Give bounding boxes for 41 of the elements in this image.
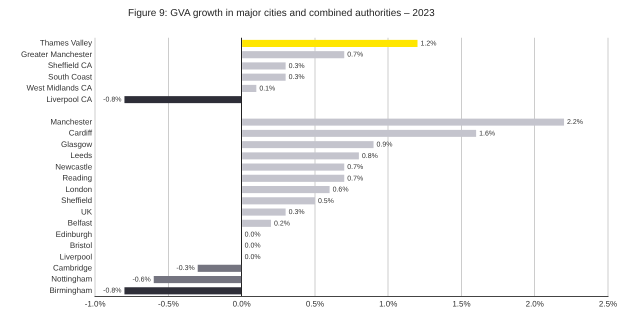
- x-tick-label: -1.0%: [84, 299, 106, 308]
- y-tick-label: South Coast: [48, 72, 93, 82]
- bar: [198, 264, 242, 272]
- bar: [242, 220, 271, 227]
- y-tick-label: Glasgow: [61, 140, 92, 149]
- x-tick-label: 1.5%: [452, 299, 471, 308]
- y-tick-label: Reading: [62, 174, 92, 183]
- bar: [242, 208, 286, 216]
- y-tick-label: Birmingham: [49, 286, 92, 295]
- y-tick-label: London: [65, 184, 92, 194]
- y-tick-label: Newcastle: [55, 162, 93, 172]
- y-tick-label: Nottingham: [51, 274, 92, 284]
- x-tick-label: -0.5%: [158, 299, 179, 308]
- y-tick-label: Bristol: [70, 241, 92, 250]
- x-tick-label: 0.0%: [232, 299, 251, 308]
- y-tick-label: UK: [81, 207, 93, 216]
- y-tick-label: Leeds: [70, 151, 92, 160]
- y-tick-label: Thames Valley: [40, 38, 92, 48]
- y-tick-label: Sheffield CA: [48, 61, 93, 70]
- x-tick-label: 2.5%: [598, 299, 618, 308]
- y-tick-label: Manchester: [50, 117, 92, 126]
- y-tick-label: Sheffield: [61, 196, 92, 206]
- y-tick-label: Liverpool: [60, 252, 92, 262]
- bar: [242, 40, 418, 47]
- bar: [154, 276, 242, 284]
- chart-title: Figure 9: GVA growth in major cities and combined authorities – 2023: [127, 8, 436, 21]
- y-tick-label: Edinburgh: [56, 230, 92, 239]
- x-tick-label: 0.5%: [306, 299, 324, 308]
- bar: [242, 84, 256, 92]
- y-tick-label: West Midlands CA: [26, 84, 93, 93]
- y-tick-label: Liverpool CA: [46, 94, 93, 104]
- bar: [124, 287, 242, 294]
- y-tick-label: Greater Manchester: [21, 50, 92, 59]
- bar: [124, 96, 242, 104]
- x-tick-label: 1.0%: [379, 299, 398, 308]
- x-tick-label: 2.0%: [526, 299, 544, 308]
- y-tick-label: Belfast: [68, 218, 93, 228]
- y-tick-label: Cardiff: [68, 128, 93, 138]
- bar: [242, 74, 286, 81]
- y-tick-label: Cambridge: [53, 263, 93, 272]
- bar: [242, 62, 286, 70]
